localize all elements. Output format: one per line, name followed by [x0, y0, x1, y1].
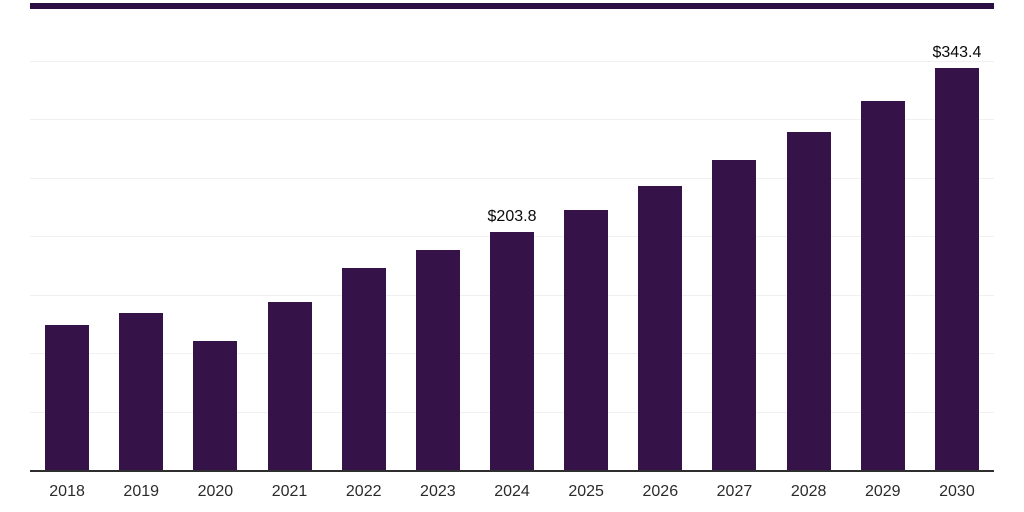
x-axis-tick-label: 2029 [864, 483, 901, 500]
bar [860, 101, 905, 470]
bar-value-label: $203.8 [487, 207, 537, 225]
gridline [30, 119, 994, 120]
bar [786, 131, 831, 470]
x-axis-line [30, 470, 994, 472]
bar [341, 267, 386, 470]
x-axis-tick-label: 2021 [271, 483, 308, 500]
x-axis-tick-label: 2023 [420, 483, 456, 500]
gridline [30, 60, 994, 62]
bar [45, 324, 90, 470]
x-axis-tick-label: 2026 [642, 483, 679, 500]
x-axis-tick-label: 2028 [790, 483, 827, 500]
x-axis-tick-label: 2025 [568, 483, 604, 500]
bar-value-label: $343.4 [932, 44, 982, 62]
bar [267, 301, 312, 470]
plot-area: $203.8 $343.4 [30, 2, 994, 470]
x-axis-tick-label: 2020 [197, 483, 234, 500]
chart-top-border [30, 3, 994, 9]
gridline [30, 177, 994, 179]
bar [934, 68, 979, 470]
bar [193, 341, 238, 470]
bar [490, 231, 534, 470]
x-axis-tick-label: 2024 [494, 483, 530, 500]
bar [564, 210, 609, 470]
bar [638, 185, 683, 470]
x-axis-tick-label: 2018 [49, 483, 85, 500]
x-axis-tick-label: 2027 [716, 483, 753, 500]
x-axis-tick-label: 2019 [123, 483, 160, 500]
bar [712, 159, 757, 470]
x-axis-tick-label: 2030 [939, 483, 975, 500]
x-axis-tick-label: 2022 [345, 483, 382, 500]
bar [119, 313, 164, 470]
bar [415, 250, 460, 470]
